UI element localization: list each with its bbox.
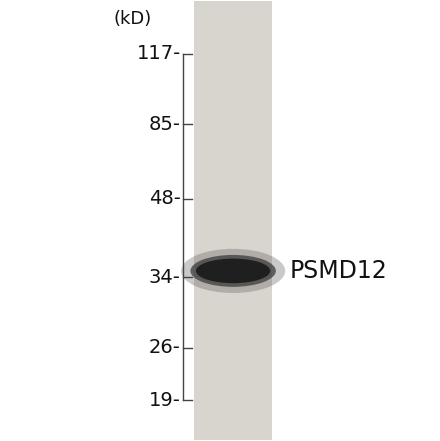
Bar — [194, 1, 272, 440]
Text: PSMD12: PSMD12 — [290, 259, 388, 283]
Ellipse shape — [196, 258, 270, 283]
Text: 85-: 85- — [149, 115, 181, 134]
Text: 26-: 26- — [149, 338, 181, 357]
Text: 48-: 48- — [149, 189, 181, 208]
Ellipse shape — [191, 255, 276, 287]
Text: 117-: 117- — [136, 45, 181, 64]
Text: 34-: 34- — [149, 268, 181, 287]
Text: 19-: 19- — [149, 391, 181, 410]
Ellipse shape — [181, 249, 285, 293]
Text: (kD): (kD) — [114, 10, 152, 28]
